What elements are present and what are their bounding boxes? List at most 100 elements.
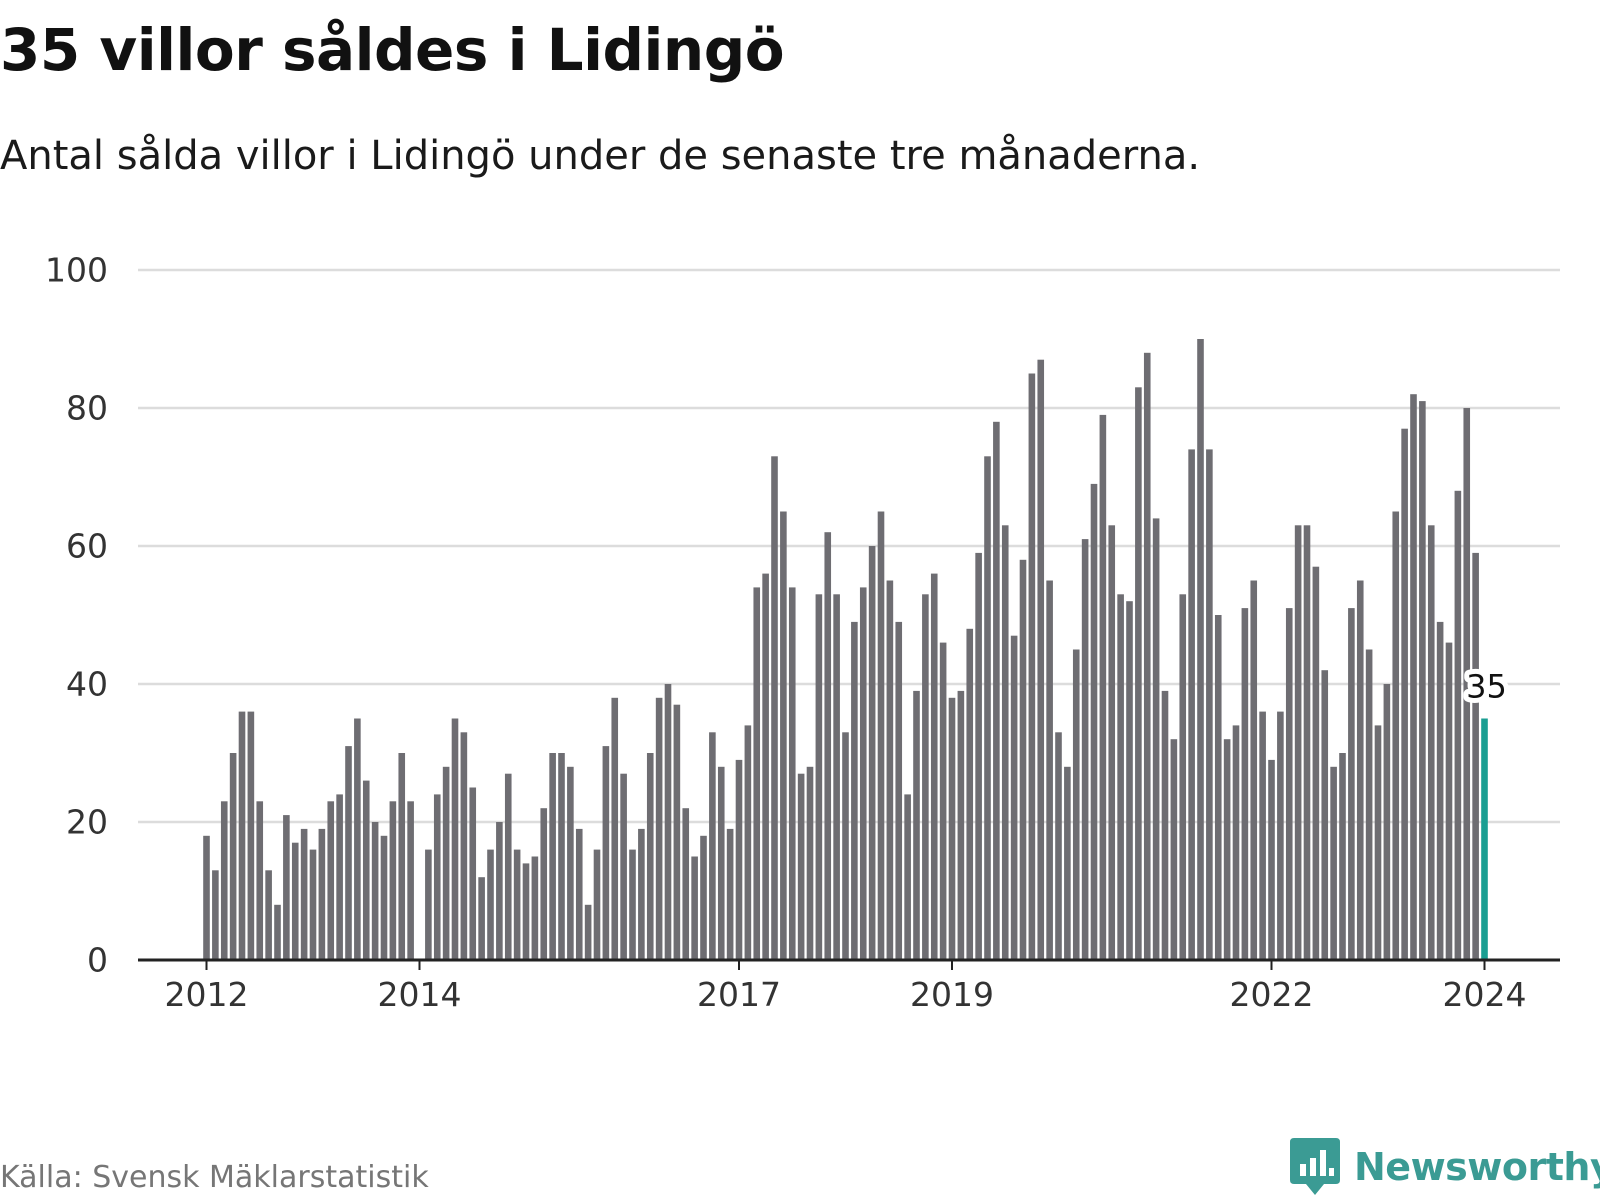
- bar: [1303, 525, 1311, 960]
- bar: [948, 697, 956, 960]
- x-tick-label: 2022: [1230, 975, 1314, 1014]
- bar: [851, 621, 858, 960]
- bar: [1259, 711, 1266, 960]
- bar: [300, 828, 308, 960]
- bar: [682, 808, 690, 960]
- bar: [930, 573, 938, 960]
- bar: [291, 842, 299, 960]
- bar: [957, 690, 965, 960]
- bar: [788, 587, 796, 960]
- bar: [602, 746, 610, 960]
- bar: [753, 587, 761, 960]
- bar: [593, 849, 601, 960]
- bar: [1090, 483, 1098, 960]
- bar: [655, 697, 663, 960]
- bar: [238, 711, 246, 960]
- bar: [1410, 394, 1417, 960]
- bar: [327, 801, 335, 960]
- bar: [1188, 449, 1195, 960]
- bar: [1454, 490, 1462, 960]
- x-tick-label: 2019: [910, 975, 994, 1014]
- bar: [1223, 739, 1231, 960]
- bar: [203, 835, 210, 960]
- bar: [1365, 649, 1373, 960]
- bar: [558, 753, 565, 960]
- bar: [806, 766, 814, 960]
- bar: [762, 573, 769, 960]
- bar: [975, 552, 982, 960]
- bar: [646, 753, 654, 960]
- bar: [309, 849, 317, 960]
- bar: [1143, 352, 1151, 960]
- bar: [247, 711, 255, 960]
- bar: [886, 580, 894, 960]
- x-tick-label: 2017: [697, 975, 781, 1014]
- bar: [274, 904, 281, 960]
- bar: [1330, 766, 1337, 960]
- bar: [1126, 601, 1133, 960]
- bar: [1339, 753, 1346, 960]
- bar: [735, 759, 743, 960]
- bar: [1427, 525, 1435, 960]
- bar: [842, 732, 849, 960]
- bar: [984, 456, 991, 960]
- bar: [496, 822, 503, 960]
- bar: [744, 725, 752, 960]
- bar: [771, 456, 778, 960]
- bar: [1294, 525, 1302, 960]
- bar: [1019, 559, 1027, 960]
- highlight-value-label: 35: [1466, 668, 1507, 706]
- bar: [256, 801, 264, 960]
- y-tick-label: 100: [45, 251, 108, 290]
- y-tick-label: 60: [66, 527, 108, 566]
- bar: [1241, 608, 1249, 960]
- bar: [993, 421, 1000, 960]
- bar: [469, 787, 477, 960]
- bar: [354, 718, 361, 960]
- bar: [966, 628, 974, 960]
- bar: [797, 773, 805, 960]
- bar: [709, 732, 716, 960]
- bar: [1064, 766, 1071, 960]
- bar: [478, 877, 485, 960]
- bar: [1197, 339, 1204, 960]
- bar: [1161, 690, 1169, 960]
- bar: [726, 828, 734, 960]
- bar: [1214, 615, 1222, 960]
- bar: [487, 849, 494, 960]
- bar: [913, 690, 920, 960]
- bar: [1436, 621, 1444, 960]
- bar: [433, 794, 441, 960]
- bar: [1010, 635, 1018, 960]
- bar: [513, 849, 521, 960]
- bar: [1135, 387, 1142, 960]
- bar: [540, 808, 548, 960]
- bar: [371, 822, 379, 960]
- bar: [700, 835, 707, 960]
- bar: [1472, 552, 1479, 960]
- bar: [859, 587, 867, 960]
- bar: [567, 766, 574, 960]
- bar: [1312, 566, 1320, 960]
- bar: [1232, 725, 1240, 960]
- bar: [212, 870, 219, 960]
- x-tick-label: 2024: [1443, 975, 1527, 1014]
- bar: [451, 718, 459, 960]
- source-note: Källa: Svensk Mäklarstatistik: [0, 1160, 429, 1195]
- bar: [895, 621, 903, 960]
- bar: [1374, 725, 1382, 960]
- bar: [318, 828, 326, 960]
- bar: [1401, 428, 1408, 960]
- bar: [1356, 580, 1364, 960]
- bar: [549, 753, 556, 960]
- bar: [1179, 594, 1187, 960]
- y-tick-label: 80: [66, 389, 108, 428]
- bar: [336, 794, 343, 960]
- bar: [1321, 670, 1329, 960]
- bar: [1028, 373, 1036, 960]
- bar: [362, 780, 370, 960]
- bar: [833, 594, 840, 960]
- bar: [220, 801, 228, 960]
- bar: [868, 546, 876, 960]
